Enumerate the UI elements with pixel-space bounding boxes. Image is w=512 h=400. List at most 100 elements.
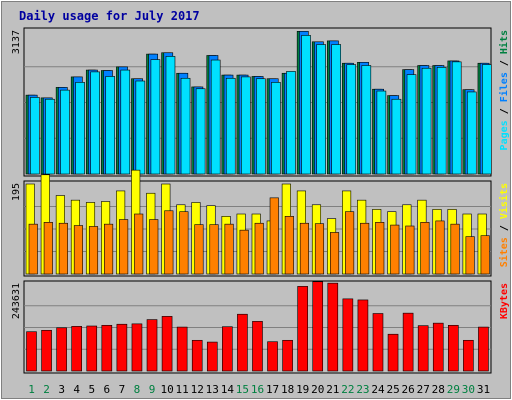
y-max-label: 3137 (11, 30, 22, 54)
day-label-3: 3 (58, 383, 65, 396)
bar-kbytes-day-25 (387, 333, 399, 372)
day-label-23: 23 (356, 383, 369, 396)
day-label-12: 12 (191, 383, 204, 396)
day-labels: 1 2 3 4 5 6 7 8 9 10 11 12 13 14 15 16 17 18 19 20 21 22 23 24 2… (28, 383, 490, 396)
bar-sites-day-31 (480, 235, 490, 275)
series-legend-part: Files (498, 72, 510, 102)
series-legend-part: / (499, 102, 510, 120)
bar-sites-day-11 (179, 211, 189, 275)
bar-kbytes-day-10 (161, 316, 173, 372)
series-legend-part: KBytes (499, 283, 510, 319)
bar-sites-day-23 (360, 222, 370, 275)
bar-sites-day-27 (420, 222, 430, 275)
bar-kbytes-day-4 (71, 326, 82, 372)
bar-pages-day-8 (135, 80, 146, 175)
bar-pages-day-20 (316, 44, 326, 175)
y-max-label: 243631 (11, 283, 22, 319)
bar-kbytes-day-24 (372, 313, 384, 372)
bar-sites-day-25 (390, 224, 400, 275)
series-legend-part: / (499, 54, 510, 72)
bar-pages-day-4 (75, 82, 85, 175)
day-label-25: 25 (386, 383, 399, 396)
bar-kbytes-day-8 (131, 323, 143, 372)
day-label-8: 8 (134, 383, 141, 396)
bar-sites-day-7 (119, 219, 129, 275)
bar-sites-day-2 (43, 222, 53, 275)
bar-kbytes-day-17 (267, 341, 278, 372)
bar-kbytes-day-28 (432, 322, 444, 372)
chart-panels: 3137 Pages / Files / Hits 195 Sites / Visit… (11, 27, 510, 374)
day-label-24: 24 (371, 383, 385, 396)
bar-pages-day-11 (180, 77, 191, 175)
day-label-19: 19 (296, 383, 309, 396)
bar-kbytes-day-2 (41, 329, 52, 372)
bar-pages-day-6 (105, 76, 116, 175)
bar-pages-day-2 (45, 98, 55, 175)
bar-pages-day-13 (210, 59, 221, 175)
bar-pages-day-27 (421, 67, 432, 175)
bar-pages-day-28 (436, 67, 447, 175)
bar-kbytes-day-15 (237, 313, 248, 372)
bar-kbytes-day-30 (463, 339, 474, 372)
day-label-4: 4 (73, 383, 80, 396)
panel-1: 3137 Pages / Files / Hits (11, 27, 510, 177)
bar-kbytes-day-6 (101, 324, 113, 372)
bar-pages-day-31 (482, 64, 492, 175)
bar-kbytes-day-29 (448, 324, 459, 372)
bar-sites-day-20 (314, 223, 325, 275)
day-label-14: 14 (221, 383, 235, 396)
bar-pages-day-7 (120, 69, 131, 175)
bar-sites-day-17 (269, 197, 279, 275)
bar-kbytes-day-19 (297, 286, 308, 372)
bar-pages-day-5 (90, 71, 100, 175)
day-label-18: 18 (281, 383, 294, 396)
day-label-6: 6 (104, 383, 111, 396)
day-label-1: 1 (28, 383, 35, 396)
bar-sites-day-22 (345, 211, 355, 275)
series-legend: Pages / Files / Hits (498, 30, 510, 150)
bar-pages-day-26 (406, 74, 417, 175)
day-label-31: 31 (477, 383, 490, 396)
bar-kbytes-day-20 (312, 281, 324, 372)
day-label-29: 29 (447, 383, 460, 396)
bar-sites-day-29 (450, 223, 460, 275)
series-legend-part: Visits (498, 183, 510, 219)
bar-sites-day-10 (164, 210, 174, 275)
bar-sites-day-12 (194, 224, 204, 275)
bar-sites-day-18 (284, 216, 294, 275)
bar-sites-day-24 (375, 222, 385, 275)
series-legend: Sites / Visits (498, 183, 510, 267)
panel-2: 195 Sites / Visits (11, 169, 510, 277)
bar-pages-day-21 (331, 44, 341, 175)
chart-title: Daily usage for July 2017 (19, 9, 200, 23)
day-label-9: 9 (149, 383, 156, 396)
bar-sites-day-5 (88, 226, 99, 275)
panel-3: 243631 KBytes (11, 280, 510, 374)
bar-kbytes-day-14 (222, 326, 233, 372)
day-label-27: 27 (417, 383, 430, 396)
bar-sites-day-26 (405, 225, 415, 275)
series-legend-part: / (499, 219, 510, 237)
bar-sites-day-8 (134, 213, 144, 275)
bar-pages-day-14 (225, 77, 236, 175)
day-label-21: 21 (326, 383, 339, 396)
day-label-11: 11 (176, 383, 189, 396)
bar-kbytes-day-21 (327, 282, 339, 372)
bar-sites-day-14 (224, 223, 234, 275)
bar-pages-day-9 (150, 59, 161, 175)
bar-pages-day-3 (60, 89, 70, 175)
bar-kbytes-day-3 (56, 327, 67, 372)
day-label-10: 10 (160, 383, 173, 396)
bar-pages-day-19 (301, 35, 311, 175)
bar-pages-day-23 (361, 65, 372, 175)
bar-pages-day-15 (241, 76, 251, 175)
bar-kbytes-day-31 (478, 326, 489, 372)
bar-kbytes-day-9 (146, 319, 158, 372)
bar-sites-day-3 (58, 222, 68, 275)
bar-pages-day-30 (466, 91, 477, 175)
bar-pages-day-18 (286, 71, 296, 175)
bar-kbytes-day-22 (342, 298, 354, 372)
day-label-13: 13 (206, 383, 219, 396)
